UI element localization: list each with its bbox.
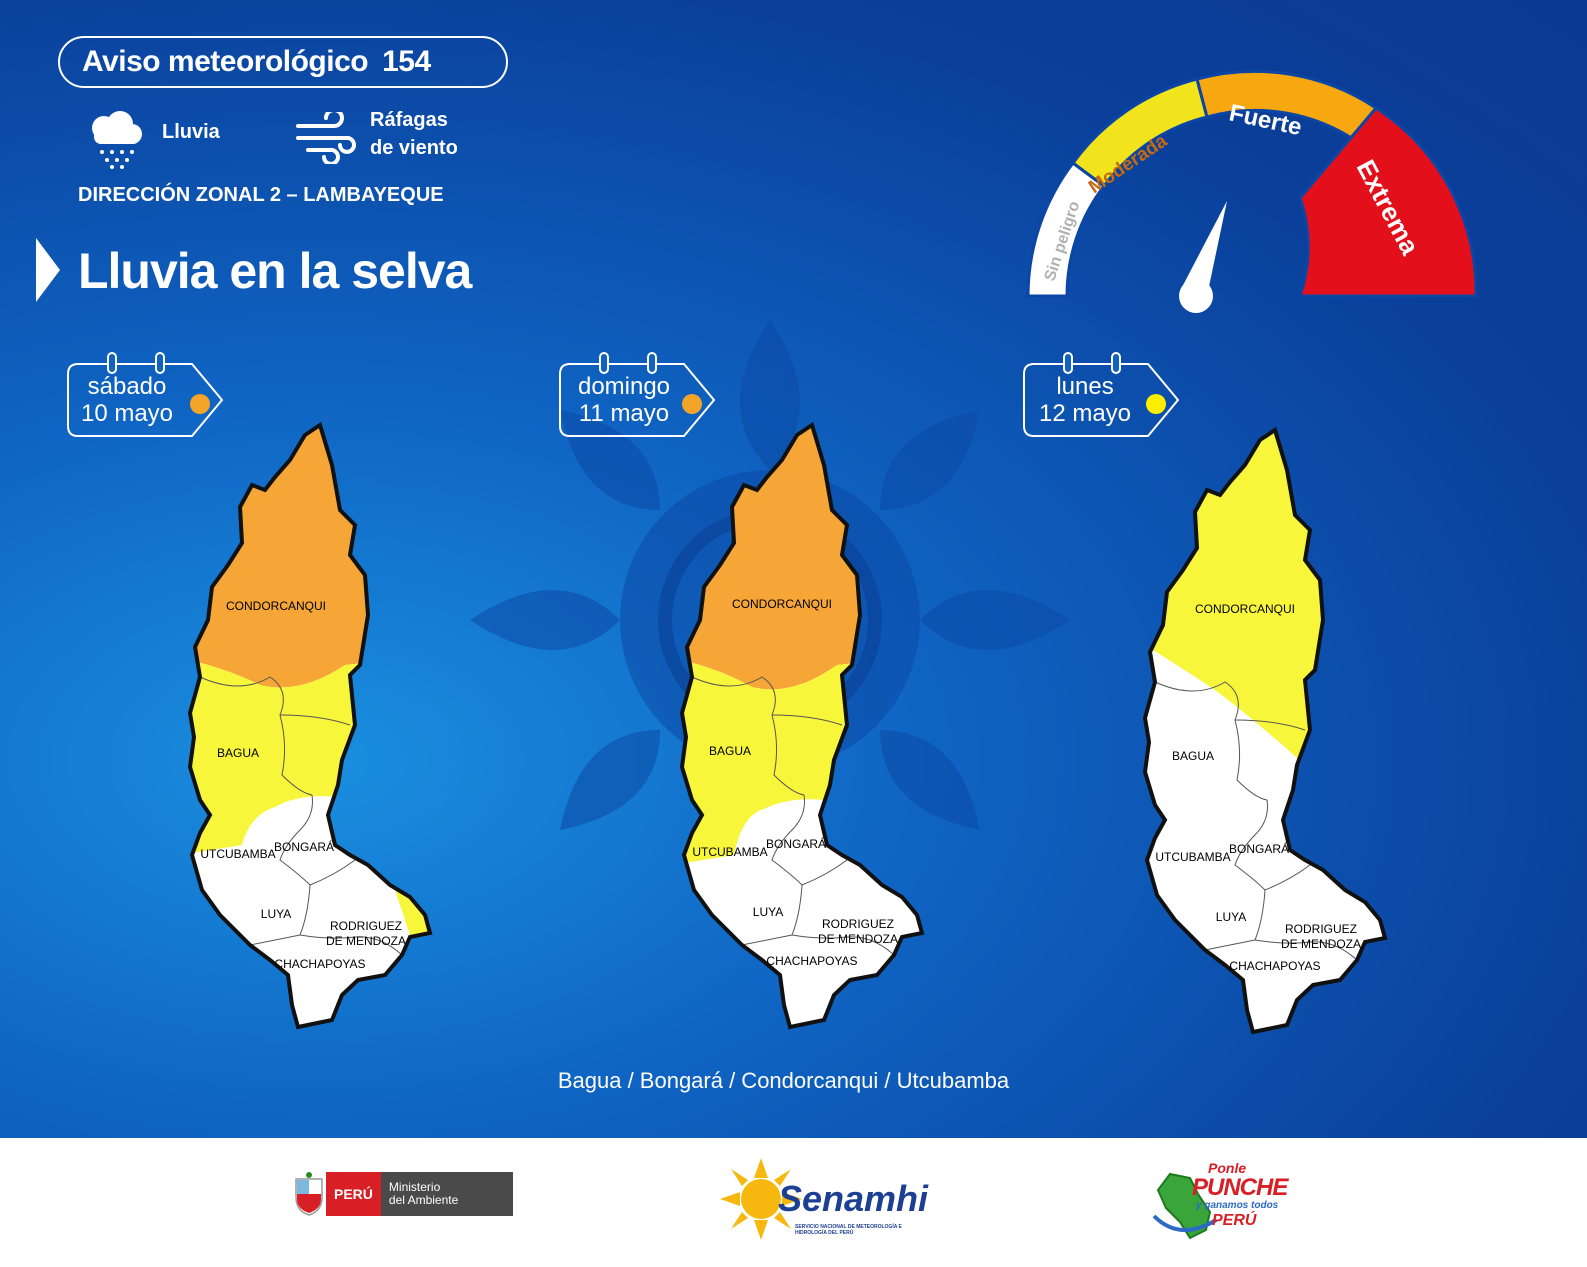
hazard-rain-label: Lluvia — [162, 121, 220, 143]
label-chachapoyas: CHACHAPOYAS — [274, 957, 365, 971]
label-condorcanqui: CONDORCANQUI — [226, 599, 326, 613]
ministry-name-line1: Ministerio — [388, 1180, 441, 1194]
peru-label: PERÚ — [326, 1172, 381, 1216]
map-region-orange — [682, 425, 922, 690]
map-day-3: CONDORCANQUI BAGUA UTCUBAMBA BONGARÁ LUY… — [1142, 426, 1388, 1035]
label-chachapoyas: CHACHAPOYAS — [1229, 959, 1320, 973]
wind-gust-icon — [296, 112, 356, 164]
headline: Lluvia en la selva — [78, 243, 472, 299]
date-tag-frame-3 — [1023, 352, 1180, 437]
ministry-name-line2: del Ambiente — [388, 1193, 459, 1207]
day-level-dot-1 — [190, 394, 210, 414]
label-bagua: BAGUA — [709, 744, 751, 758]
warning-title: Aviso meteorológico — [82, 45, 369, 78]
label-rodriguez-2: DE MENDOZA — [326, 934, 406, 948]
day-1-name: sábado — [87, 373, 167, 400]
map-outline — [679, 421, 925, 1030]
ministry-name: Ministerio del Ambiente — [380, 1172, 513, 1216]
label-bagua: BAGUA — [217, 746, 259, 760]
senamhi-sun-icon — [720, 1158, 802, 1240]
punche-text: PUNCHE — [1192, 1174, 1288, 1201]
chevron-right-icon — [36, 238, 60, 302]
map-outline — [187, 421, 433, 1030]
map-day-1: CONDORCANQUI BAGUA UTCUBAMBA BONGARÁ LUY… — [187, 421, 433, 1030]
label-bongara: BONGARÁ — [1229, 841, 1289, 856]
label-rodriguez-2: DE MENDOZA — [1281, 937, 1361, 951]
day-1-label: sábado 10 mayo — [72, 373, 182, 427]
peru-text: PERÚ — [1212, 1212, 1257, 1229]
label-condorcanqui: CONDORCANQUI — [1195, 602, 1295, 616]
label-chachapoyas: CHACHAPOYAS — [766, 954, 857, 968]
peru-coat-of-arms-icon — [295, 1172, 323, 1216]
map-outline — [1142, 426, 1388, 1035]
label-utcubamba: UTCUBAMBA — [692, 845, 767, 859]
zonal-office: DIRECCIÓN ZONAL 2 – LAMBAYEQUE — [78, 184, 444, 206]
label-utcubamba: UTCUBAMBA — [1155, 850, 1230, 864]
day-2-date: 11 mayo — [578, 400, 670, 427]
footer-logos: PERÚ Ministerio del Ambiente Senamhi SER… — [0, 1138, 1587, 1267]
day-2-label: domingo 11 mayo — [564, 373, 684, 427]
map-day-2: CONDORCANQUI BAGUA UTCUBAMBA BONGARÁ LUY… — [679, 421, 925, 1030]
label-rodriguez-1: RODRIGUEZ — [1285, 922, 1357, 936]
label-luya: LUYA — [261, 907, 291, 921]
warning-number: 154 — [382, 45, 431, 78]
ministerio-ambiente-logo: PERÚ Ministerio del Ambiente — [292, 1171, 513, 1217]
ganamos-todos-text: y ganamos todos — [1196, 1200, 1279, 1211]
ponle-punche-peru-map-icon — [1152, 1172, 1218, 1240]
day-3-label: lunes 12 mayo — [1030, 373, 1140, 427]
label-luya: LUYA — [1216, 910, 1246, 924]
label-bongara: BONGARÁ — [274, 839, 334, 854]
warning-title-pill: Aviso meteorológico 154 — [58, 36, 508, 88]
day-level-dot-3 — [1146, 394, 1166, 414]
rain-cloud-icon — [92, 111, 142, 169]
day-level-dot-2 — [682, 394, 702, 414]
ponle-text: Ponle — [1208, 1160, 1247, 1176]
label-bagua: BAGUA — [1172, 749, 1214, 763]
gauge-needle — [1179, 201, 1227, 313]
map-region-orange — [190, 425, 430, 688]
hazard-wind-label: Ráfagas de viento — [370, 106, 458, 162]
day-3-date: 12 mayo — [1038, 400, 1132, 427]
hazard-wind-label-line2: de viento — [370, 137, 458, 159]
label-rodriguez-2: DE MENDOZA — [818, 932, 898, 946]
day-1-date: 10 mayo — [80, 400, 174, 427]
senamhi-subtitle: SERVICIO NACIONAL DE METEOROLOGÍA E HIDR… — [795, 1224, 902, 1236]
affected-provinces: Bagua / Bongará / Condorcanqui / Utcubam… — [557, 1068, 1010, 1093]
day-3-name: lunes — [1056, 373, 1114, 400]
date-tag-frame-2 — [559, 352, 716, 437]
label-luya: LUYA — [753, 905, 783, 919]
day-2-name: domingo — [577, 373, 671, 400]
label-condorcanqui: CONDORCANQUI — [732, 597, 832, 611]
date-tag-frame-1 — [67, 352, 224, 437]
label-rodriguez-1: RODRIGUEZ — [822, 917, 894, 931]
senamhi-logo-text: Senamhi — [778, 1178, 929, 1219]
label-bongara: BONGARÁ — [766, 836, 826, 851]
hazard-wind-label-line1: Ráfagas — [370, 109, 448, 131]
label-utcubamba: UTCUBAMBA — [200, 847, 275, 861]
label-rodriguez-1: RODRIGUEZ — [330, 919, 402, 933]
severity-gauge: Sin peligro Moderada Fuerte Extrema — [1026, 70, 1478, 313]
